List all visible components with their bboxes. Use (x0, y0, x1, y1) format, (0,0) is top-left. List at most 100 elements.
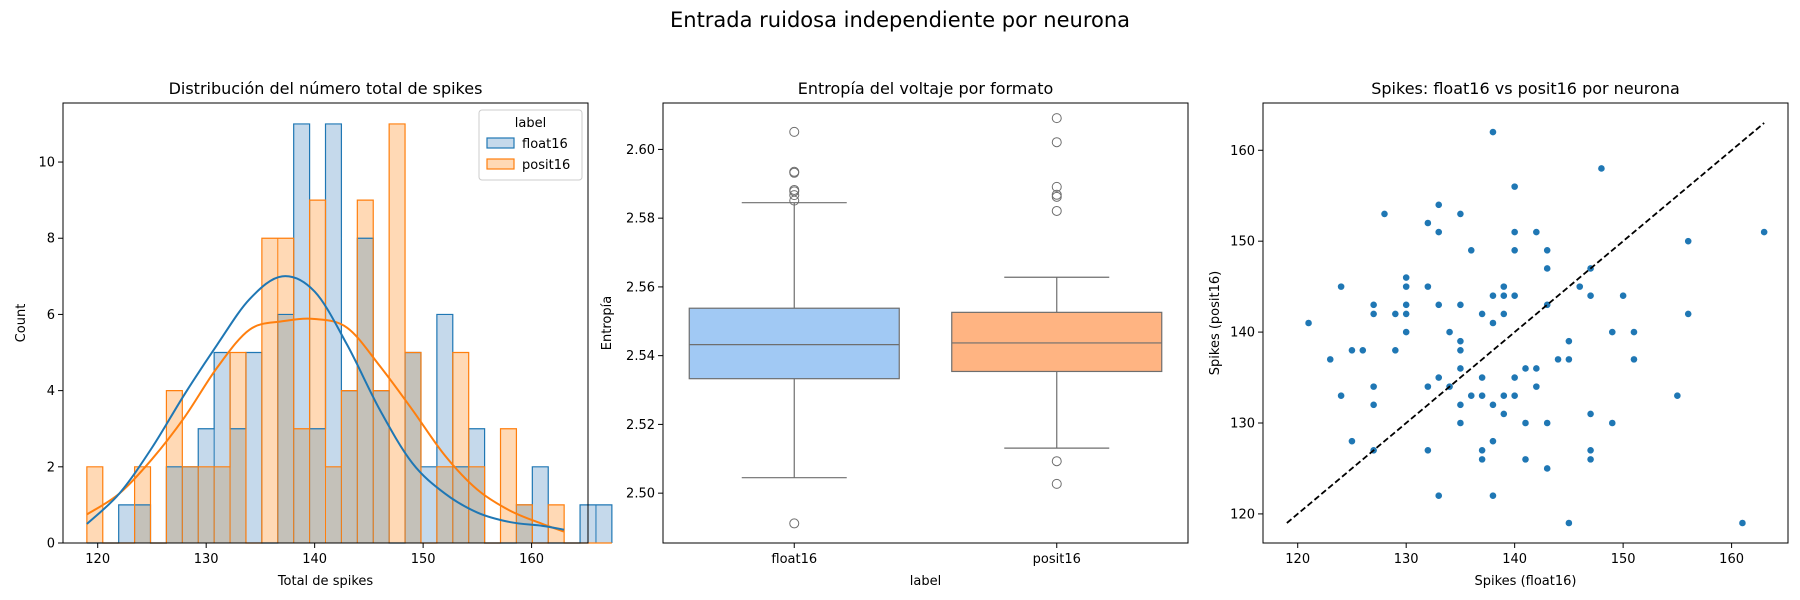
scatter-point (1489, 400, 1497, 409)
hist-bar-posit16 (86, 466, 103, 543)
box-iqr (688, 307, 900, 380)
hist-bar-overlap (436, 466, 453, 543)
scatter-point (1608, 328, 1617, 336)
scatter-point (1434, 200, 1443, 209)
scatter-point (1532, 228, 1541, 236)
scatter-point (1586, 291, 1595, 300)
scatter-point (1402, 300, 1411, 309)
y-tick-label: 2 (47, 460, 55, 475)
outlier-point (1051, 191, 1062, 202)
scatter-point (1358, 346, 1367, 355)
scatter-point (1369, 310, 1378, 318)
scatter-point (1434, 373, 1443, 382)
hist-outline-posit16 (86, 123, 612, 544)
scatter-point (1402, 310, 1411, 318)
scatter-point (1423, 382, 1432, 391)
scatter-point (1369, 400, 1378, 409)
x-tick-label: 160 (519, 552, 544, 567)
scatter-point (1586, 410, 1595, 418)
hist-bar-float16 (532, 466, 549, 543)
axes-frame (62, 102, 589, 544)
scatter-point (1369, 382, 1378, 391)
scatter-point (1499, 410, 1508, 418)
scatter-point (1456, 346, 1465, 355)
x-tick-label: 130 (194, 552, 219, 567)
legend-swatch-posit16 (486, 158, 515, 170)
scatter-point (1684, 237, 1693, 246)
scatter-point (1402, 273, 1411, 282)
scatter-point (1499, 282, 1508, 291)
y-tick-label: 0 (47, 537, 55, 552)
scatter-point (1456, 400, 1465, 409)
x-tick-label: 150 (411, 552, 436, 567)
scatter-panel: Spikes: float16 vs posit16 por neurona Sp… (1208, 79, 1789, 589)
scatter-point (1456, 210, 1465, 218)
hist-bar-float16 (245, 352, 262, 543)
scatter-point (1543, 264, 1552, 273)
outlier-point (1051, 137, 1062, 148)
axes-title: Entropía del voltaje por formato (798, 79, 1054, 98)
scatter-point (1619, 291, 1628, 300)
scatter-point (1489, 437, 1497, 446)
y-tick-label: 2.58 (626, 212, 655, 227)
hist-bar-overlap (325, 466, 342, 543)
legend: label float16 posit16 (478, 109, 583, 181)
outlier-point (789, 167, 800, 178)
hist-bar-posit16 (134, 466, 151, 505)
scatter-point (1630, 355, 1638, 364)
scatter-point (1391, 310, 1400, 318)
scatter-point (1423, 282, 1432, 291)
y-tick-label: 8 (47, 232, 55, 247)
scatter-point (1499, 391, 1508, 400)
y-tick-label: 160 (1230, 144, 1255, 159)
outlier-point (789, 195, 800, 206)
y-axis-label: Entropía (600, 296, 615, 350)
scatter-point (1521, 364, 1530, 373)
hist-bar-posit16 (389, 123, 406, 543)
hist-bar-posit16 (357, 200, 374, 239)
legend-swatch-float16 (486, 137, 515, 149)
hist-bar-posit16 (548, 504, 565, 543)
scatter-point (1543, 246, 1552, 255)
hist-bar-float16 (420, 466, 437, 543)
hist-bar-overlap (309, 428, 326, 543)
y-tick-label: 6 (47, 308, 55, 323)
x-tick-label: posit16 (1033, 552, 1081, 567)
hist-bar-overlap (134, 504, 151, 543)
hist-bar-float16 (325, 123, 342, 467)
histogram-panel: Distribución del número total de spikes T… (14, 79, 613, 589)
scatter-point (1586, 455, 1595, 464)
scatter-point (1489, 128, 1497, 136)
scatter-point (1510, 373, 1519, 382)
y-tick-label: 120 (1230, 507, 1255, 522)
scatter-point (1380, 210, 1389, 218)
scatter-point (1510, 228, 1519, 236)
scatter-point (1564, 519, 1573, 527)
hist-bar-posit16 (452, 352, 469, 467)
scatter-point (1489, 319, 1497, 327)
hist-bar-overlap (214, 466, 231, 543)
scatter-point (1391, 346, 1400, 355)
x-tick-label: 140 (302, 552, 327, 567)
scatter-point (1760, 228, 1769, 236)
scatter-point (1478, 310, 1487, 318)
hist-bar-overlap (357, 238, 374, 543)
scatter-point (1489, 291, 1497, 300)
y-tick-label: 2.60 (626, 143, 655, 158)
hist-bar-overlap (166, 466, 183, 543)
axes-title: Distribución del número total de spikes (169, 79, 483, 98)
y-tick-label: 4 (47, 384, 55, 399)
scatter-point (1564, 337, 1573, 346)
scatter-point (1348, 437, 1356, 446)
scatter-point (1564, 355, 1573, 364)
scatter-point (1510, 391, 1519, 400)
y-tick-label: 10 (38, 156, 55, 171)
hist-bar-posit16 (230, 352, 246, 429)
hist-bar-posit16 (500, 428, 517, 543)
x-tick-label: 140 (1502, 552, 1527, 567)
scatter-point (1337, 391, 1345, 400)
scatter-point (1423, 446, 1432, 455)
x-axis-label: label (910, 574, 941, 589)
scatter-point (1510, 291, 1519, 300)
